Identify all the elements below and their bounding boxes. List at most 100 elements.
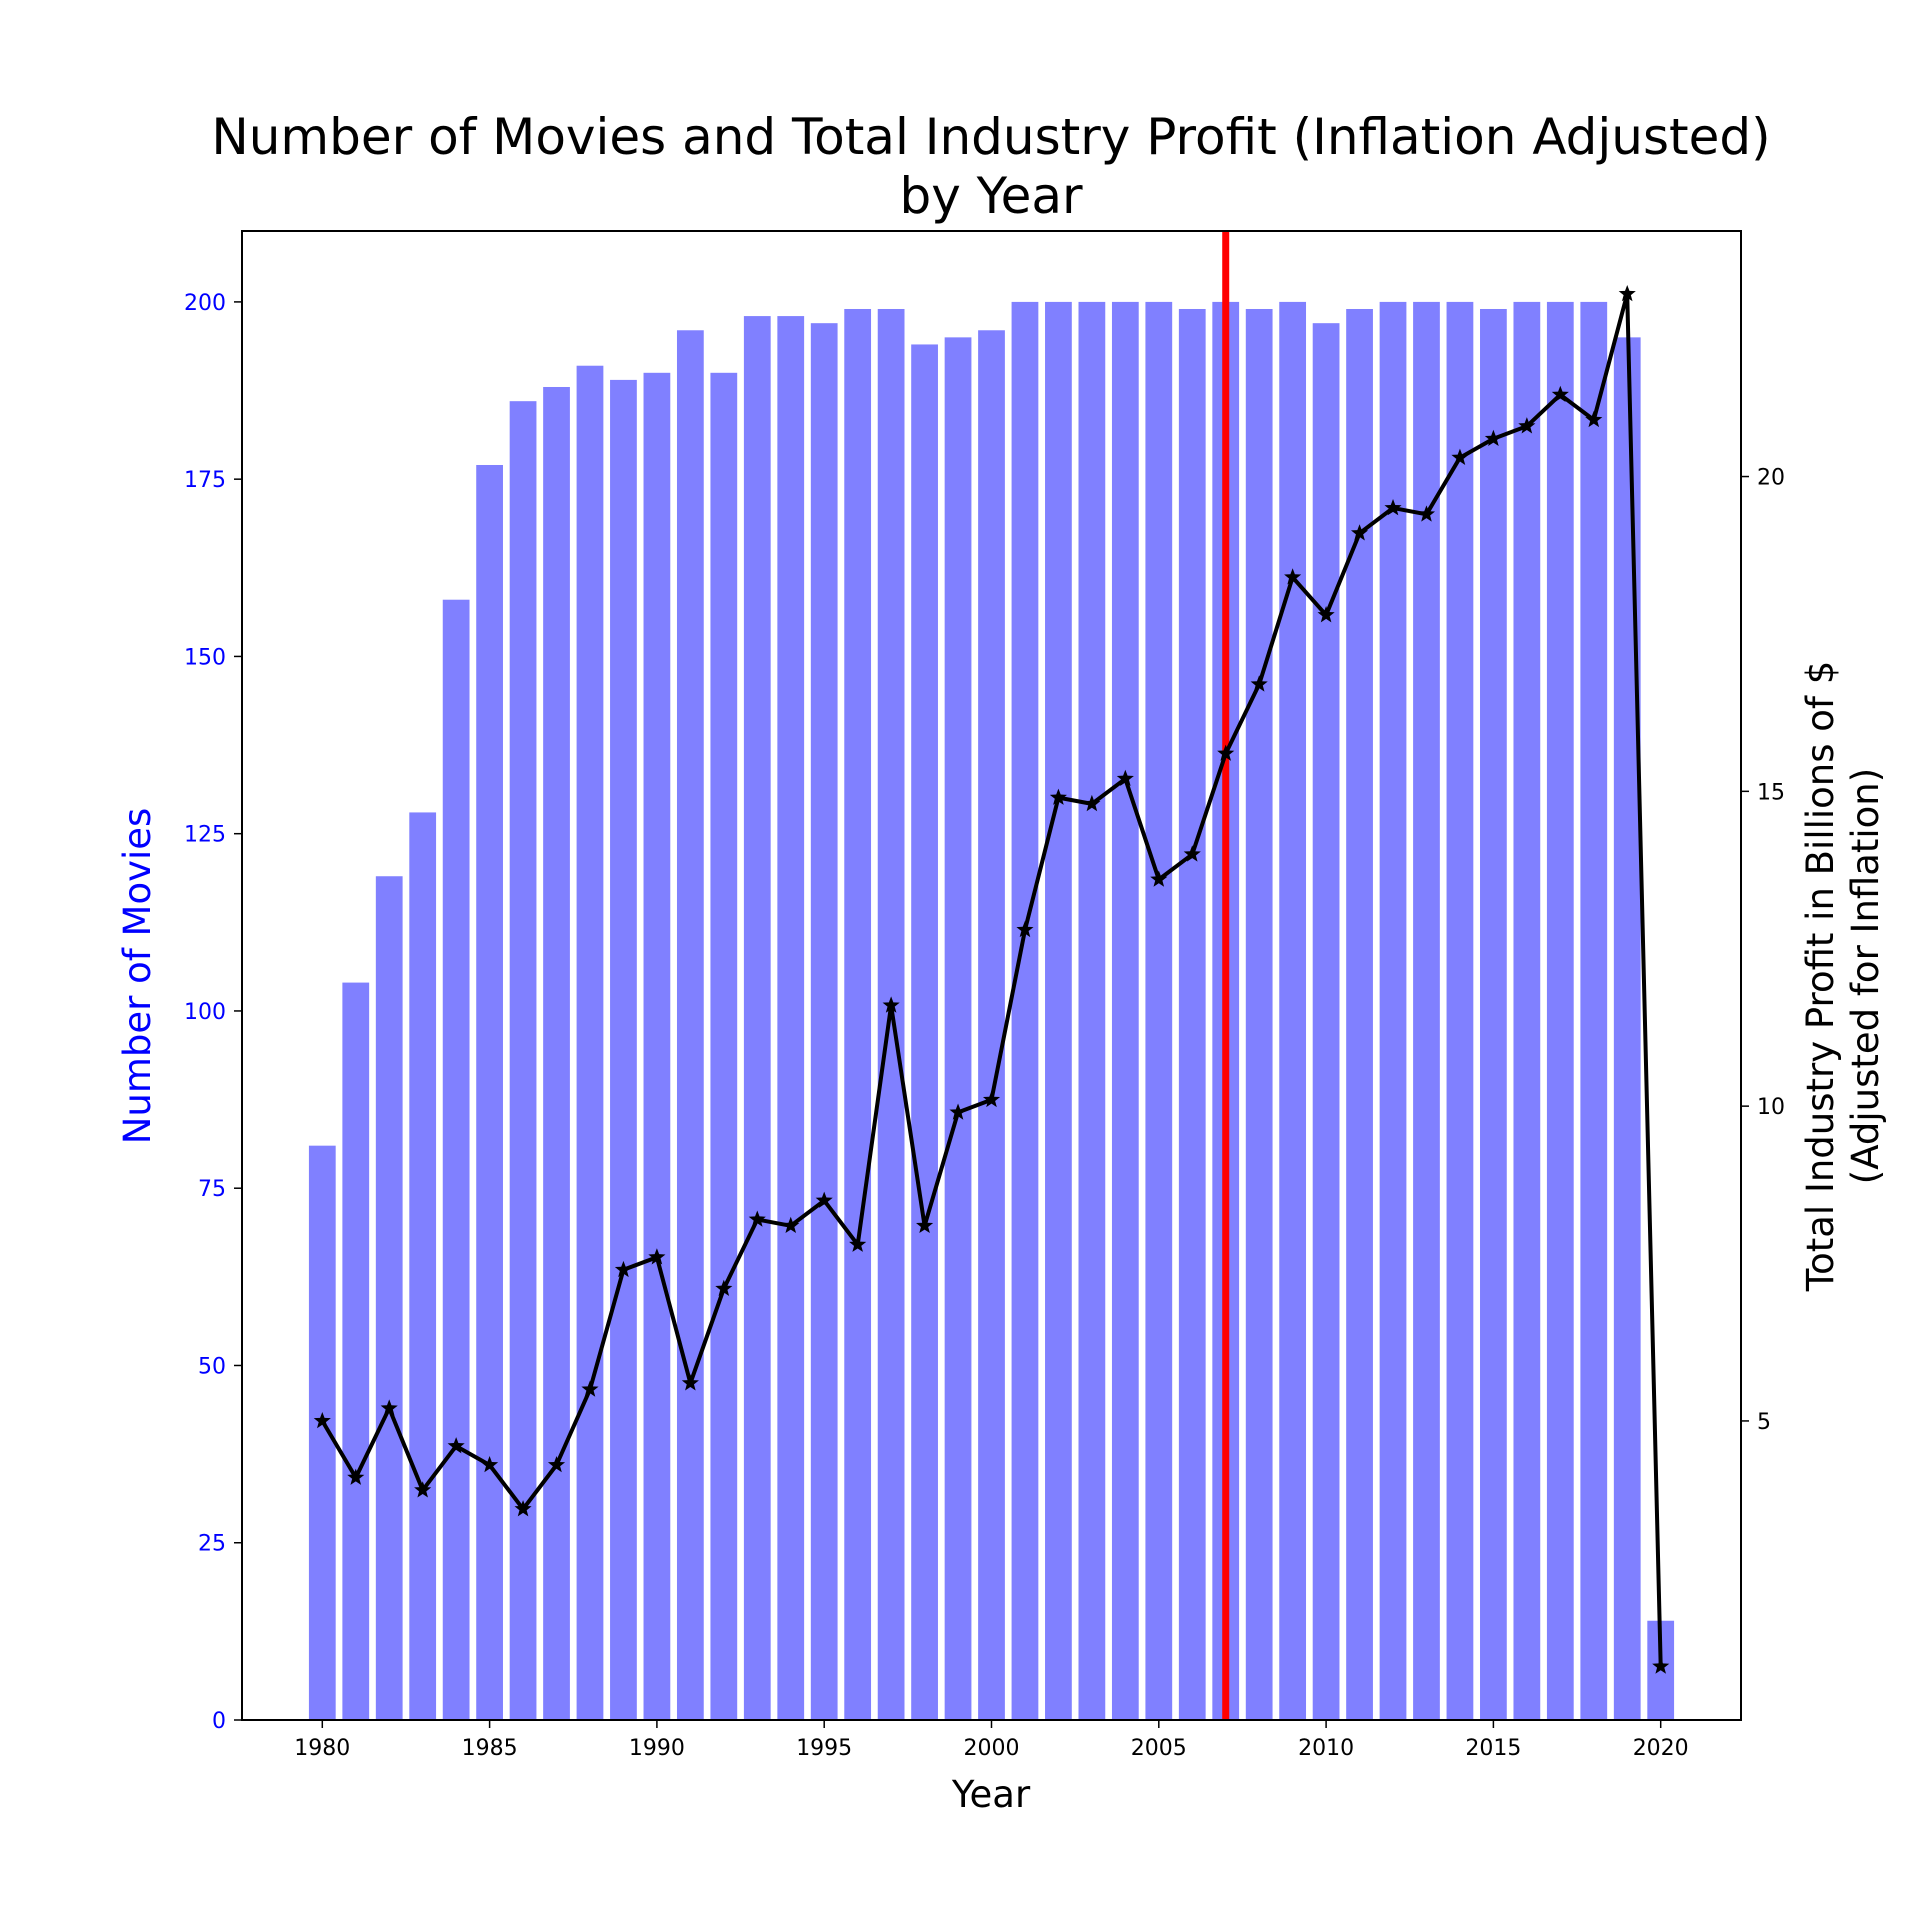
y-axis-right-label-line-1: Total Industry Profit in Billions of $ [1799,661,1842,1292]
profit-marker-2004 [1116,769,1134,787]
y-left-tick-label-125: 125 [184,823,226,848]
y-right-tick-label-20: 20 [1757,466,1785,491]
y-left-tick-label-175: 175 [184,468,226,493]
chart-title-line-1: Number of Movies and Total Industry Prof… [211,108,1770,166]
bar-2008 [1245,308,1273,1720]
x-tick-label-2015: 2015 [1465,1736,1521,1761]
profit-marker-2014 [1451,448,1469,465]
y-right-tick-label-10: 10 [1757,1095,1785,1120]
y-left-tick-label-150: 150 [184,645,226,670]
profit-marker-2013 [1417,505,1436,522]
x-tick-label-1990: 1990 [629,1736,685,1761]
y-left-tick-label-200: 200 [184,291,226,316]
bar-2003 [1078,301,1106,1720]
y-axis-left: 0 25 50 75 100 125 150 175 200 [184,291,242,1734]
profit-marker-2018 [1585,410,1603,428]
bar-1999 [944,337,972,1720]
bar-2006 [1178,308,1206,1720]
profit-marker-2019 [1618,284,1636,302]
bar-2002 [1045,301,1072,1720]
y-right-tick-label-15: 15 [1757,780,1785,805]
bar-1983 [409,812,437,1720]
bar-1993 [743,316,771,1721]
profit-marker-2000 [982,1090,1001,1108]
profit-marker-2016 [1518,417,1536,434]
bar-2001 [1011,301,1039,1720]
profit-marker-2012 [1384,499,1402,516]
profit-marker-1991 [681,1374,699,1391]
x-axis: 1980 1985 1990 1995 2000 2005 2010 2015 2020 [294,1720,1689,1761]
bar-2018 [1580,301,1608,1720]
profit-marker-2001 [1016,920,1034,938]
profit-marker-1997 [882,996,900,1013]
y-left-tick-label-25: 25 [198,1532,226,1557]
bar-1981 [342,982,370,1720]
bar-1995 [810,323,838,1721]
profit-marker-2010 [1317,606,1335,623]
profit-marker-1995 [815,1191,833,1208]
bar-1982 [375,876,403,1720]
profit-marker-2003 [1083,794,1101,812]
bar-1992 [710,372,738,1720]
profit-marker-2011 [1351,524,1369,541]
bar-1988 [576,365,604,1721]
bar-1990 [643,372,671,1720]
profit-marker-2008 [1250,675,1268,692]
bar-2014 [1446,301,1474,1720]
bar-2015 [1480,308,1507,1720]
y-left-tick-label-50: 50 [198,1354,226,1379]
profit-marker-2017 [1551,385,1569,402]
bar-series-number-of-movies [308,301,1675,1721]
y-left-tick-label-100: 100 [184,1000,226,1025]
profit-marker-1994 [782,1216,800,1234]
line-series-total-industry-profit [313,284,1670,1674]
bar-2009 [1279,301,1307,1720]
chart-title-line-2: by Year [899,167,1083,225]
profit-marker-2002 [1049,788,1067,805]
y-axis-right-label-line-2: (Adjusted for Inflation) [1844,768,1887,1184]
profit-marker-1992 [715,1279,733,1297]
bar-2004 [1111,301,1139,1720]
x-tick-label-1980: 1980 [294,1736,350,1761]
profit-marker-1981 [347,1468,365,1485]
bar-1991 [676,330,704,1721]
profit-marker-2007 [1217,744,1235,761]
x-tick-label-2005: 2005 [1131,1736,1187,1761]
profit-marker-2009 [1284,568,1302,585]
profit-marker-1980 [313,1411,331,1429]
x-tick-label-2020: 2020 [1633,1736,1689,1761]
bar-1985 [476,464,503,1720]
bar-1987 [543,386,570,1720]
bar-2013 [1413,301,1440,1720]
profit-marker-1989 [614,1260,632,1278]
bar-2000 [978,330,1005,1721]
profit-marker-2005 [1150,870,1168,887]
profit-marker-2020 [1652,1657,1670,1674]
bar-1989 [610,379,637,1720]
profit-marker-1987 [547,1456,566,1473]
x-tick-label-1995: 1995 [796,1736,852,1761]
profit-marker-1993 [748,1210,766,1227]
profit-marker-1985 [481,1456,499,1473]
profit-marker-2006 [1183,845,1201,862]
profit-marker-1982 [380,1399,398,1416]
profit-marker-2015 [1484,429,1502,447]
bar-1996 [844,308,872,1720]
bar-1984 [442,599,470,1720]
x-tick-label-2000: 2000 [964,1736,1020,1761]
x-tick-label-1985: 1985 [462,1736,518,1761]
profit-marker-1988 [581,1380,599,1397]
x-tick-label-2010: 2010 [1298,1736,1354,1761]
bar-2017 [1546,301,1574,1720]
profit-marker-1998 [916,1216,934,1234]
y-axis-right: 5 10 15 20 [1741,466,1785,1435]
y-axis-left-label: Number of Movies [116,808,159,1145]
bar-2019 [1613,337,1641,1720]
bar-2011 [1346,308,1373,1720]
bar-1994 [777,316,805,1721]
profit-marker-1983 [414,1481,432,1498]
y-left-tick-label-0: 0 [212,1709,226,1734]
y-right-tick-label-5: 5 [1757,1410,1771,1435]
bar-2016 [1513,301,1541,1720]
